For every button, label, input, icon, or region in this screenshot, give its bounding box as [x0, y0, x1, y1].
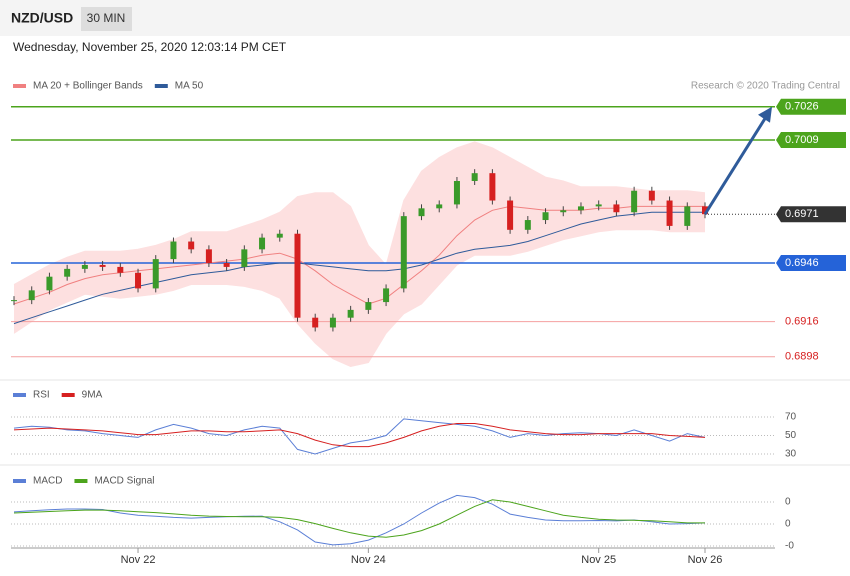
- candle: [135, 272, 142, 289]
- legend-swatch: [13, 84, 26, 88]
- candle: [294, 233, 301, 318]
- candle: [436, 204, 443, 209]
- level-label: 0.6916: [785, 316, 819, 328]
- candle: [276, 233, 283, 238]
- candle: [542, 212, 549, 221]
- legend-label: MACD: [33, 476, 62, 487]
- symbol: NZD/USD: [11, 10, 73, 26]
- level-tag: [776, 131, 846, 148]
- y-tick-label: 50: [785, 430, 797, 441]
- candle: [11, 300, 17, 302]
- legend-label: MACD Signal: [94, 476, 154, 487]
- x-tick-label: Nov 24: [351, 554, 386, 566]
- legend-swatch: [74, 479, 88, 483]
- datetime: Wednesday, November 25, 2020 12:03:14 PM…: [13, 40, 287, 54]
- candle: [666, 200, 673, 226]
- candle: [471, 173, 478, 181]
- candle: [684, 206, 691, 226]
- candle: [648, 190, 655, 201]
- candle: [347, 309, 354, 318]
- x-tick-label: Nov 25: [581, 554, 616, 566]
- legend-label: RSI: [33, 390, 50, 401]
- candle: [329, 317, 336, 328]
- interval: 30 MIN: [87, 11, 126, 25]
- level-label: 0.7009: [785, 134, 819, 146]
- legend-label: 9MA: [82, 390, 103, 401]
- ma-line: [13, 211, 705, 325]
- candle: [81, 264, 88, 269]
- candle: [46, 276, 53, 291]
- candle: [28, 290, 35, 301]
- candle: [524, 220, 531, 230]
- legend-label: MA 20 + Bollinger Bands: [33, 81, 143, 92]
- candle: [453, 180, 460, 205]
- level-label: 0.7026: [785, 101, 819, 113]
- bollinger-lower: [13, 229, 705, 368]
- candle: [400, 216, 407, 289]
- header-bar: [0, 0, 850, 36]
- y-tick-label: 0: [785, 519, 791, 530]
- indicator-line: [13, 494, 706, 546]
- indicator-line: [13, 418, 706, 455]
- level-tag: [776, 255, 846, 272]
- candle: [205, 249, 212, 264]
- interval-box: [81, 7, 132, 31]
- candle: [152, 259, 159, 289]
- ma-line: [13, 205, 705, 305]
- candle: [312, 317, 319, 328]
- candle: [170, 241, 177, 260]
- y-tick-label: 70: [785, 412, 797, 423]
- level-tag: [776, 98, 846, 115]
- candle: [613, 204, 620, 213]
- level-label: 0.6898: [785, 351, 819, 363]
- candle: [560, 210, 567, 213]
- candle: [383, 288, 390, 303]
- bollinger-upper: [13, 141, 706, 285]
- level-tag: [776, 206, 846, 223]
- candle: [507, 200, 514, 230]
- candle: [259, 237, 266, 250]
- candle: [702, 206, 708, 215]
- legend-label: MA 50: [175, 81, 204, 92]
- candle: [365, 302, 372, 310]
- candle: [631, 190, 638, 213]
- candle: [99, 264, 106, 267]
- legend-swatch: [13, 393, 26, 397]
- candle: [223, 263, 230, 267]
- arrow-head: [758, 106, 772, 123]
- candle: [595, 204, 602, 207]
- y-tick-label: 0: [785, 497, 791, 508]
- indicator-line: [13, 499, 705, 538]
- legend-swatch: [13, 479, 26, 483]
- level-label: 0.6946: [785, 257, 819, 269]
- indicator-line: [13, 423, 706, 448]
- x-tick-label: Nov 22: [121, 554, 156, 566]
- y-tick-label: 30: [785, 449, 797, 460]
- level-label: 0.6971: [785, 208, 819, 220]
- credit: Research © 2020 Trading Central: [691, 81, 840, 92]
- candle: [241, 249, 248, 267]
- x-tick-label: Nov 26: [688, 554, 723, 566]
- y-tick-label: -0: [785, 541, 794, 552]
- candle: [418, 208, 425, 217]
- candle: [117, 266, 124, 273]
- legend-swatch: [61, 393, 75, 397]
- candle: [188, 241, 195, 250]
- candle: [489, 173, 496, 201]
- candle: [577, 206, 584, 211]
- projection-arrow: [703, 112, 770, 215]
- bollinger-fill: [14, 141, 705, 367]
- legend-swatch: [154, 84, 168, 88]
- candle: [64, 268, 71, 277]
